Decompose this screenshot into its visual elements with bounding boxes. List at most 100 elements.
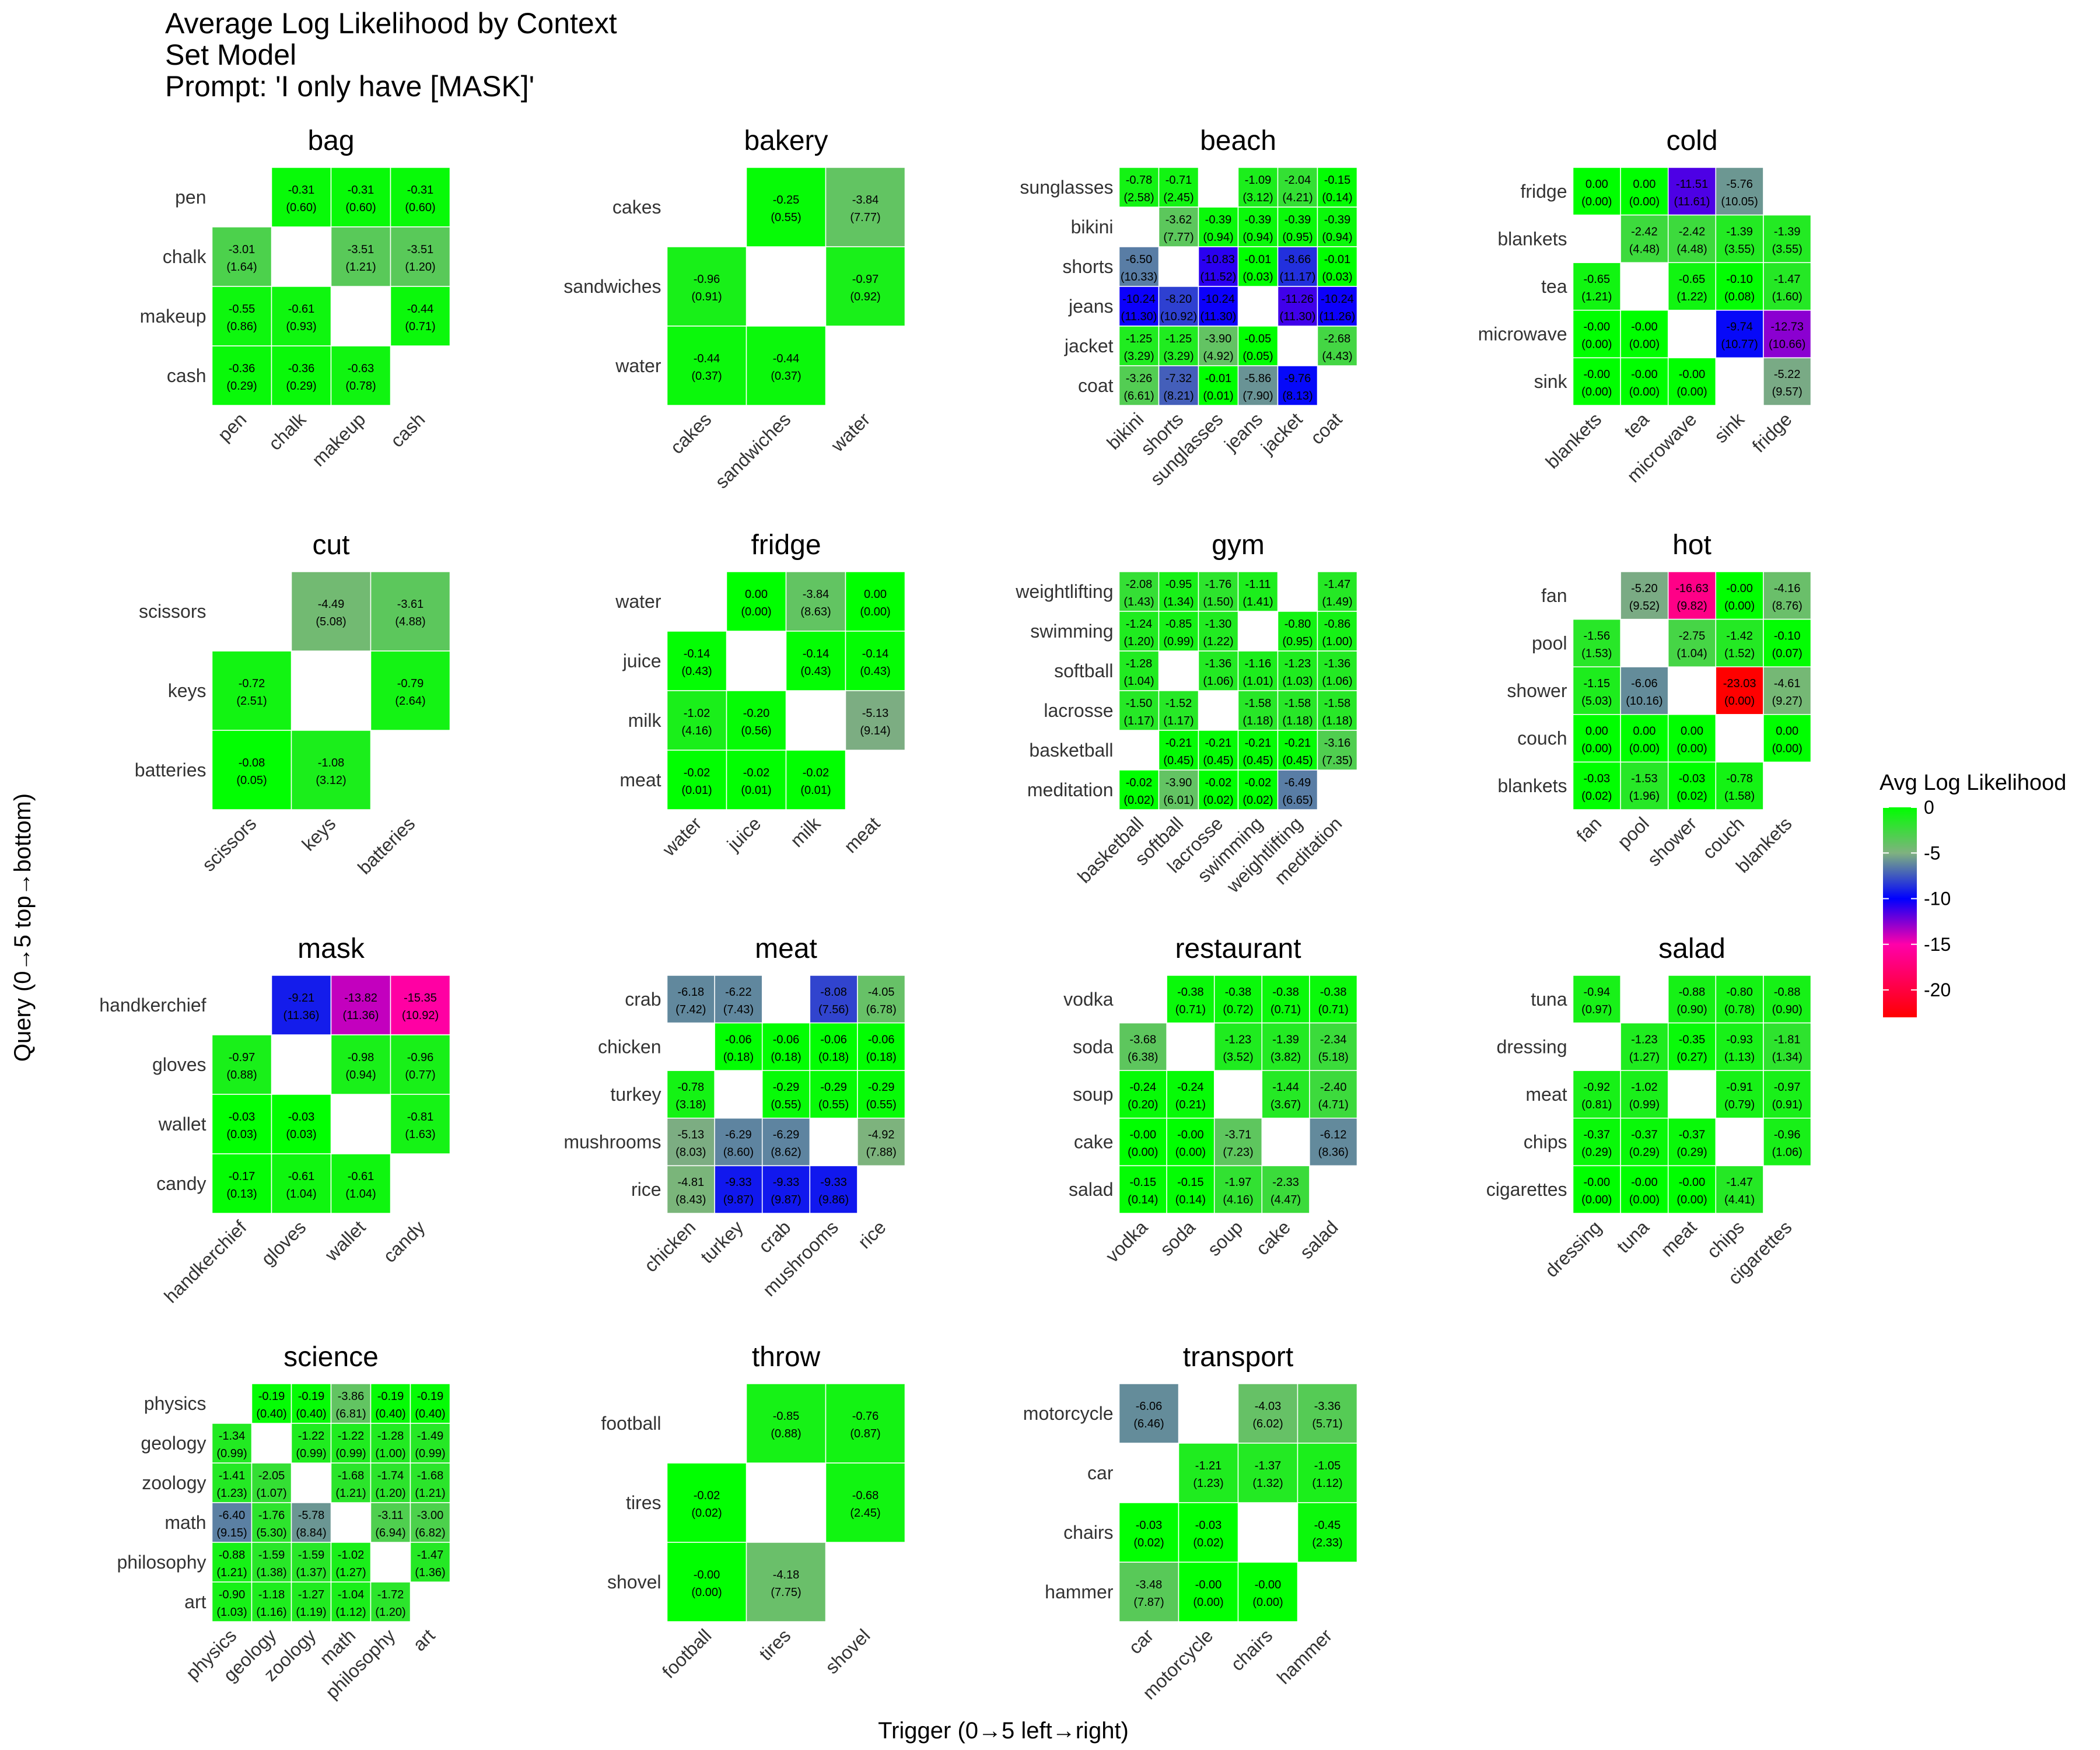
y-tick-label: dressing (1497, 1036, 1567, 1057)
cell-std-label: (7.56) (818, 1003, 849, 1016)
cell-std-label: (8.60) (723, 1146, 754, 1159)
y-axis-title: Query (0→5 top→bottom) (10, 793, 36, 1062)
x-tick-label: football (658, 1625, 715, 1682)
cell-std-label: (0.03) (1242, 271, 1273, 284)
cell-value-label: -0.38 (1225, 986, 1252, 999)
cell-std-label: (6.82) (415, 1527, 445, 1539)
y-tick-label: blankets (1497, 775, 1567, 796)
panel-throw: throw football -0.85 (0.88) -0.76 (0.87) tires… (601, 1342, 906, 1682)
heatmap-cell (370, 1462, 411, 1503)
cell-value-label: -1.02 (684, 707, 710, 720)
heatmap-cell (1763, 1118, 1812, 1167)
panel-salad: salad tuna -0.94 (0.97) -0.88 (0.90) -0.80 (0.7… (1486, 933, 1812, 1289)
cell-std-label: (0.18) (771, 1051, 801, 1063)
cell-value-label: -1.23 (1225, 1033, 1252, 1046)
heatmap-cell (857, 1022, 906, 1071)
cell-value-label: -2.33 (1272, 1176, 1299, 1189)
cell-std-label: (5.30) (256, 1527, 286, 1539)
cell-std-label: (2.45) (850, 1507, 880, 1520)
cell-std-label: (0.08) (1724, 290, 1755, 303)
cell-std-label: (3.29) (1163, 350, 1194, 363)
heatmap-cell (1237, 246, 1279, 287)
y-tick-label: zoology (142, 1472, 206, 1493)
heatmap-cell (1715, 571, 1764, 620)
cell-value-label: -3.71 (1225, 1129, 1252, 1142)
cell-value-label: -0.00 (1584, 321, 1611, 334)
cell-value-label: -3.36 (1314, 1400, 1341, 1413)
heatmap-cell (1237, 730, 1279, 771)
heatmap-cell (251, 1383, 292, 1424)
heatmap-cell (825, 246, 906, 327)
heatmap-cell (761, 1165, 811, 1214)
cell-std-label: (4.92) (1203, 350, 1233, 363)
heatmap-cell (666, 631, 727, 691)
cell-value-label: -1.24 (1126, 618, 1153, 631)
cell-std-label: (0.07) (1772, 647, 1803, 660)
cell-std-label: (11.17) (1280, 271, 1316, 284)
cell-value-label: -0.97 (852, 273, 879, 286)
cell-value-label: -1.28 (377, 1430, 404, 1443)
heatmap-cell (825, 167, 906, 247)
x-tick-label: sink (1710, 408, 1748, 447)
cell-value-label: 0.00 (1586, 178, 1608, 191)
heatmap-cell (390, 975, 451, 1035)
figure-title: Average Log Likelihood by Context Set Mo… (165, 7, 617, 103)
x-tick-label: vodka (1101, 1216, 1152, 1266)
cell-value-label: -0.61 (288, 303, 315, 316)
heatmap-cell (1118, 1022, 1167, 1071)
cell-value-label: -3.68 (1130, 1033, 1157, 1046)
x-tick-label: sandwiches (711, 408, 795, 492)
cell-value-label: -0.36 (229, 362, 256, 375)
cell-value-label: -3.11 (377, 1509, 403, 1522)
heatmap-cell (1763, 357, 1812, 406)
y-tick-label: geology (141, 1433, 206, 1454)
cell-value-label: -3.84 (852, 194, 879, 206)
heatmap-cell (1763, 666, 1812, 715)
cell-value-label: -6.29 (773, 1129, 800, 1142)
cell-std-label: (6.38) (1128, 1051, 1158, 1063)
cell-std-label: (0.87) (850, 1427, 880, 1440)
cell-std-label: (0.55) (771, 1098, 801, 1111)
cell-value-label: -0.03 (1679, 772, 1706, 785)
cell-value-label: -0.00 (1679, 368, 1706, 381)
y-tick-label: sink (1534, 371, 1568, 392)
cell-value-label: -1.39 (1774, 225, 1801, 238)
cell-value-label: -0.96 (407, 1051, 434, 1064)
cell-value-label: -1.16 (1245, 657, 1272, 670)
cell-std-label: (1.13) (1724, 1051, 1755, 1063)
cell-value-label: -1.41 (219, 1469, 246, 1482)
heatmap-cell (1118, 246, 1160, 287)
cell-std-label: (1.06) (1203, 675, 1233, 688)
title-line-2: Set Model (165, 38, 296, 71)
cell-value-label: -0.19 (298, 1390, 325, 1403)
panel-title: bag (307, 125, 354, 156)
cell-value-label: -0.81 (407, 1111, 434, 1124)
cell-value-label: -1.39 (1272, 1033, 1299, 1046)
cell-std-label: (1.23) (1193, 1477, 1223, 1490)
heatmap-cell (1118, 1070, 1167, 1119)
cell-std-label: (8.03) (676, 1146, 706, 1159)
cell-value-label: -15.35 (404, 992, 437, 1005)
cell-value-label: -4.81 (678, 1176, 705, 1189)
heatmap-cell (211, 345, 272, 406)
cell-value-label: -10.24 (1202, 293, 1235, 306)
cell-value-label: -0.06 (773, 1033, 800, 1046)
heatmap-cell (1317, 650, 1358, 691)
cell-std-label: (11.30) (1121, 310, 1157, 323)
panel-fridge: fridge water 0.00 (0.00) -3.84 (8.63) 0.00 (0.0… (615, 530, 906, 860)
cell-std-label: (6.94) (375, 1527, 405, 1539)
y-tick-label: coat (1078, 375, 1114, 396)
cell-std-label: (0.02) (691, 1507, 722, 1520)
heatmap-cell (1297, 1443, 1358, 1503)
x-tick-label: fridge (1748, 408, 1796, 456)
heatmap-cell (1667, 975, 1717, 1024)
cell-std-label: (9.87) (771, 1194, 801, 1206)
cell-std-label: (1.18) (1242, 715, 1273, 727)
cell-std-label: (1.53) (1581, 647, 1612, 660)
cell-std-label: (0.55) (818, 1098, 849, 1111)
cell-std-label: (1.12) (335, 1606, 366, 1619)
x-tick-label: candy (379, 1216, 429, 1266)
cell-value-label: -0.10 (1726, 273, 1753, 286)
cell-std-label: (3.52) (1223, 1051, 1253, 1063)
cell-value-label: -0.88 (1679, 986, 1706, 999)
